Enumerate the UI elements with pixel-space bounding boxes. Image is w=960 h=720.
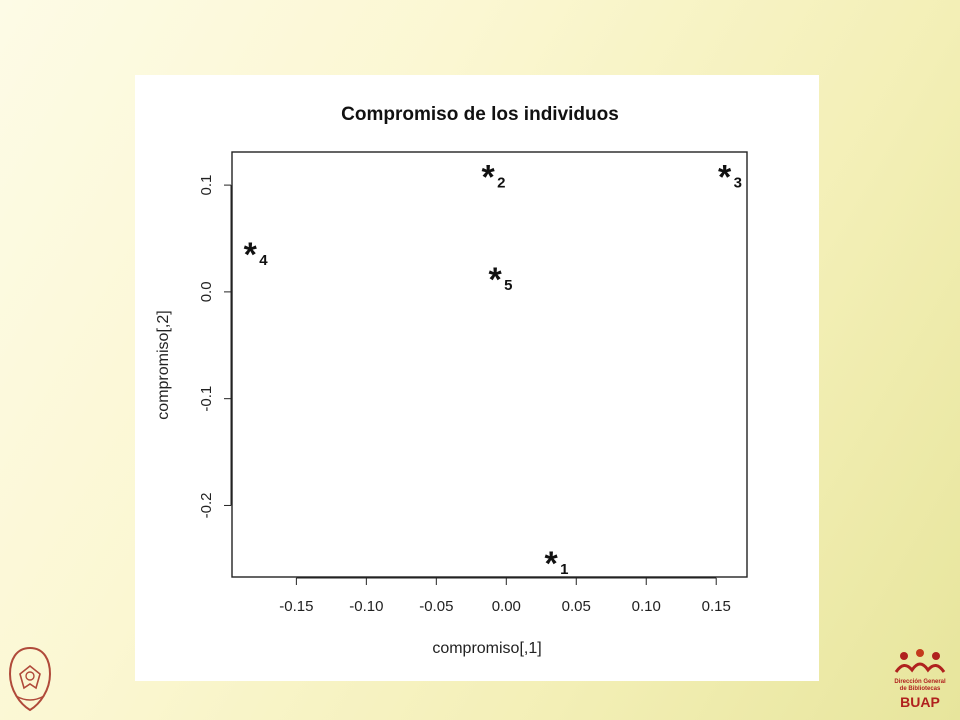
point-label: 3 <box>734 174 742 191</box>
point-label: 2 <box>497 174 505 191</box>
x-tick-label: 0.00 <box>492 598 521 615</box>
library-logo: Dirección General de Bibliotecas BUAP <box>886 648 954 716</box>
y-axis: -0.2 -0.1 0.0 0.1 <box>198 175 232 519</box>
x-tick-label: -0.15 <box>279 598 313 615</box>
point-marker: * <box>544 545 558 583</box>
data-point-5: * 5 <box>488 261 512 299</box>
scatter-plot: Compromiso de los individuos -0.15 -0.10-… <box>155 104 748 657</box>
y-tick-label: 0.0 <box>198 281 215 302</box>
data-points: * 1* 2 * 3* 4* 5 <box>244 158 742 583</box>
point-marker: * <box>488 261 502 299</box>
plot-frame <box>231 151 748 578</box>
data-point-4: * 4 <box>244 236 269 274</box>
library-logo-line3: BUAP <box>900 694 940 710</box>
university-seal-logo <box>6 644 54 714</box>
point-marker: * <box>718 158 732 196</box>
chart-title: Compromiso de los individuos <box>341 104 619 125</box>
point-label: 1 <box>560 561 568 578</box>
x-axis-label: compromiso[,1] <box>432 640 541 657</box>
y-tick-label: -0.2 <box>198 493 215 519</box>
point-label: 5 <box>504 277 512 294</box>
slide-panel <box>135 75 819 681</box>
point-marker: * <box>481 158 495 196</box>
x-tick-label: -0.10 <box>349 598 383 615</box>
x-tick-label: -0.05 <box>419 598 453 615</box>
x-axis: -0.15 -0.10 -0.05 0.00 0.05 0.10 0.15 <box>279 577 731 615</box>
y-tick-label: -0.1 <box>198 386 215 412</box>
data-point-1: * 1 <box>544 545 568 583</box>
library-logo-line1: Dirección General <box>894 679 946 685</box>
x-tick-label: 0.05 <box>562 598 591 615</box>
data-point-2: * 2 <box>481 158 505 196</box>
data-point-3: * 3 <box>718 158 742 196</box>
point-label: 4 <box>259 252 268 269</box>
y-tick-label: 0.1 <box>198 175 215 196</box>
library-logo-line2: de Bibliotecas <box>899 686 941 692</box>
x-tick-label: 0.10 <box>632 598 661 615</box>
y-axis-label: compromiso[,2] <box>155 310 172 419</box>
x-tick-label: 0.15 <box>702 598 731 615</box>
point-marker: * <box>244 236 258 274</box>
